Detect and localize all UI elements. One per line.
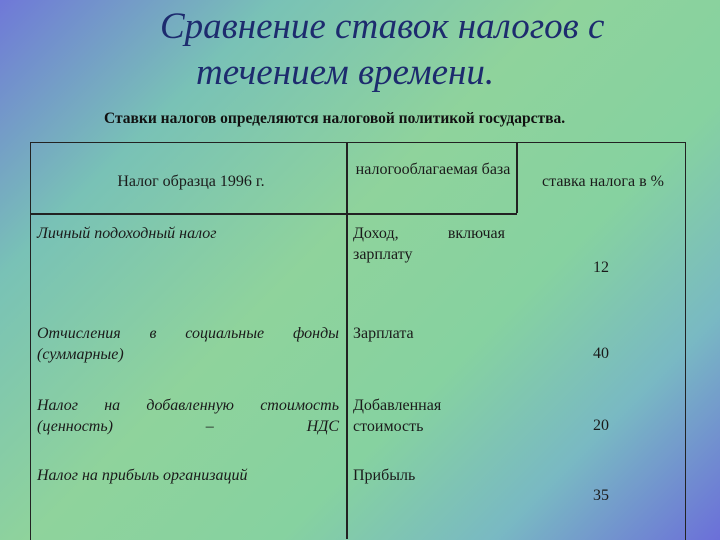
row-1-base: Доход, включая зарплату bbox=[353, 225, 505, 263]
col-divider-1 bbox=[346, 143, 348, 539]
col-divider-2 bbox=[516, 143, 518, 213]
row-2-tax: Отчисления в социальные фонды (суммарные… bbox=[37, 325, 339, 363]
header-tax: Налог образца 1996 г. bbox=[117, 173, 265, 190]
tax-table: Налог образца 1996 г. налогооблагаемая б… bbox=[30, 142, 686, 540]
row-3-rate: 20 bbox=[593, 417, 609, 434]
row-2-rate: 40 bbox=[593, 345, 609, 362]
row-4-rate: 35 bbox=[593, 487, 609, 504]
row-2-base: Зарплата bbox=[353, 325, 414, 342]
row-1-rate: 12 bbox=[593, 259, 609, 276]
row-3-base: Добавленная стоимость bbox=[353, 397, 442, 435]
title-line-2: течением времени. bbox=[196, 52, 495, 93]
title-line-1: Сравнение ставок налогов с bbox=[160, 6, 605, 47]
header-base: налогооблагаемая база bbox=[355, 161, 511, 178]
row-3-tax: Налог на добавленную стоимость (ценность… bbox=[37, 397, 339, 435]
header-divider bbox=[31, 213, 517, 215]
row-4-base: Прибыль bbox=[353, 467, 416, 484]
subtitle: Ставки налогов определяются налоговой по… bbox=[104, 110, 566, 127]
row-1-tax: Личный подоходный налог bbox=[37, 225, 217, 242]
row-4-tax: Налог на прибыль организаций bbox=[37, 467, 248, 484]
header-rate: ставка налога в % bbox=[542, 173, 664, 190]
